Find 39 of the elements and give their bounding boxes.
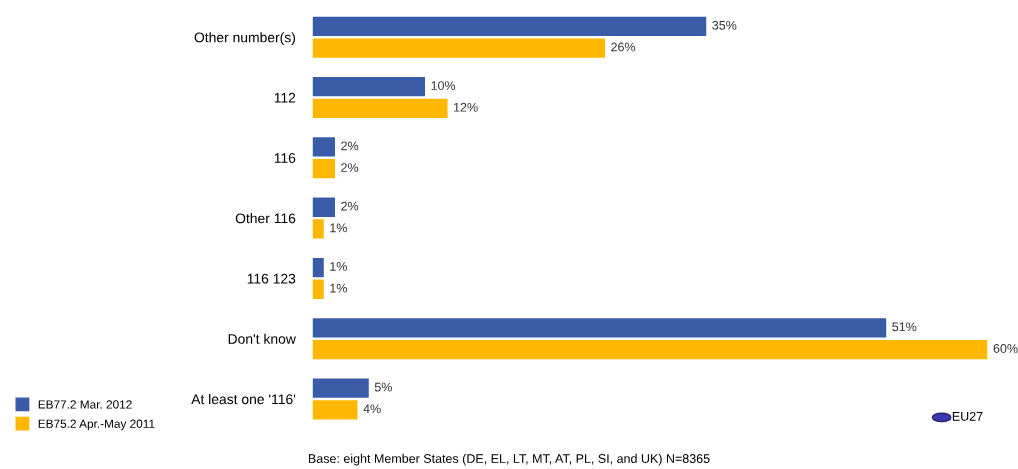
data-label: 35% xyxy=(712,20,737,30)
data-label: 1% xyxy=(330,223,347,233)
bar xyxy=(312,318,887,338)
bar xyxy=(312,158,336,179)
legend-label: EB77.2 Mar. 2012 xyxy=(38,400,132,409)
data-label: 10% xyxy=(431,81,456,90)
bar xyxy=(312,76,426,97)
text: Base: eight Member States (DE, EL, LT, MT, AT, PL, SI, and UK) N=8365 xyxy=(308,453,710,466)
legend-label: EB75.2 Apr.-May 2011 xyxy=(38,419,155,431)
data-label: 1% xyxy=(330,262,347,271)
data-label: 2% xyxy=(341,141,359,151)
data-label: 12% xyxy=(454,102,478,112)
y-tick-label: At least one '116' xyxy=(191,393,296,405)
bar xyxy=(312,400,358,420)
bar xyxy=(312,279,324,299)
data-label: 60% xyxy=(993,344,1018,353)
bar xyxy=(312,257,324,278)
data-label: 26% xyxy=(611,42,636,52)
data-label: 2% xyxy=(341,201,359,211)
data-label: 1% xyxy=(330,283,347,293)
y-tick-label: Other number(s) xyxy=(194,32,296,46)
bar xyxy=(312,378,369,398)
y-tick-label: Other 116 xyxy=(235,213,296,224)
bar xyxy=(312,98,448,118)
annotation: EU27 xyxy=(952,411,983,421)
bar xyxy=(312,339,988,360)
data-label: 4% xyxy=(363,404,381,414)
data-label: 5% xyxy=(374,382,392,392)
y-tick-label: 112 xyxy=(274,92,296,103)
y-tick-label: Don't know xyxy=(228,333,296,344)
y-tick-label: 116 xyxy=(274,153,296,163)
data-label: 2% xyxy=(341,163,359,172)
data-label: 51% xyxy=(892,322,917,332)
bar xyxy=(312,137,336,157)
bar xyxy=(312,38,605,58)
bar xyxy=(312,219,324,239)
bar xyxy=(312,16,707,36)
bar xyxy=(312,197,336,217)
y-tick-label: 116 123 xyxy=(247,273,296,284)
